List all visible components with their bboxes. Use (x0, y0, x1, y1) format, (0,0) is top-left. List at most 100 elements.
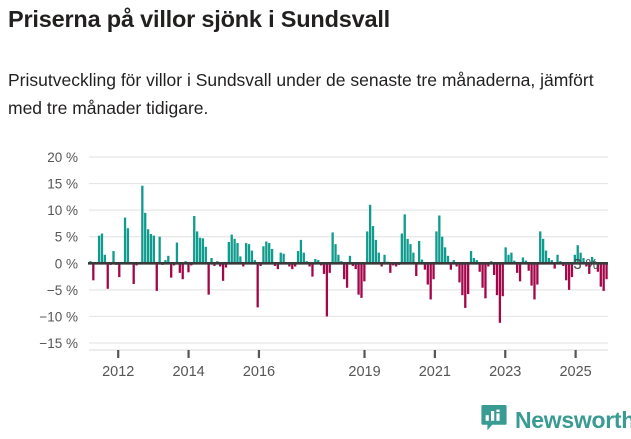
bar (377, 252, 380, 264)
bar (357, 263, 360, 295)
bar (345, 263, 349, 288)
bar (487, 263, 490, 267)
y-axis-tick-label: 0 % (55, 256, 78, 271)
bar (282, 253, 285, 264)
bar (380, 263, 383, 267)
bar (343, 263, 346, 280)
bar (152, 235, 156, 264)
bar (296, 251, 300, 264)
bar (314, 259, 317, 264)
bar (233, 238, 236, 264)
bar (547, 257, 551, 264)
x-axis-tick-label: 2016 (243, 364, 275, 380)
bar (429, 263, 432, 300)
bar (92, 263, 95, 281)
bar (236, 243, 239, 264)
bar (544, 250, 548, 264)
bar (475, 260, 478, 264)
bar (602, 263, 605, 291)
bar (501, 263, 504, 297)
bar (270, 248, 274, 264)
bar (452, 260, 455, 264)
bar (458, 263, 461, 283)
bar (170, 263, 173, 278)
bar (461, 263, 464, 296)
bar (244, 243, 248, 264)
bar (360, 263, 363, 298)
x-axis-tick-label: 2019 (348, 364, 380, 380)
bar (167, 255, 170, 264)
bar (596, 263, 600, 272)
bar (242, 263, 245, 267)
bar (112, 251, 115, 264)
bar (541, 238, 545, 264)
bar (322, 263, 326, 274)
bar (195, 231, 199, 264)
bar (141, 185, 144, 264)
bar (311, 263, 314, 277)
y-axis-tick-label: 15 % (47, 177, 78, 192)
y-axis-tick-label: 20 % (47, 150, 78, 165)
y-axis-tick-label: −5 % (47, 283, 78, 298)
bar (582, 257, 585, 264)
newsworthy-logo: Newsworthy (481, 404, 631, 436)
bar (213, 263, 216, 266)
x-axis-tick-label: 2012 (102, 364, 134, 380)
y-axis-tick-label: 5 % (55, 230, 78, 245)
bar (518, 263, 522, 282)
bar (123, 217, 127, 264)
bar (446, 255, 450, 264)
bar (536, 263, 539, 285)
chart-container: 20 % 15 % 10 % 5 % 0 % −5 % −10 % −15 % 2012 2014… (0, 145, 631, 395)
bar (409, 244, 412, 264)
bar (579, 252, 582, 264)
bar (158, 236, 161, 264)
bar (239, 256, 242, 264)
bar (417, 240, 421, 264)
bar (259, 263, 262, 266)
x-axis-tick-label: 2014 (172, 364, 204, 380)
bar (426, 263, 429, 285)
bar (455, 263, 458, 267)
bar (585, 263, 588, 267)
bar (527, 263, 530, 271)
bar (521, 257, 525, 264)
last-value-annotation: −3 % (565, 257, 599, 273)
bar (576, 245, 579, 264)
bar (383, 254, 386, 264)
bar (467, 263, 470, 295)
bar (472, 257, 476, 264)
bar-chart: 20 % 15 % 10 % 5 % 0 % −5 % −10 % −15 % 2012 2014… (39, 150, 608, 380)
bar (294, 263, 297, 267)
bar (250, 250, 254, 264)
bar (253, 260, 256, 264)
bar (588, 263, 591, 274)
bar (210, 257, 213, 264)
bar (348, 255, 352, 264)
bar (366, 231, 369, 264)
bar (337, 254, 340, 264)
bar (204, 246, 207, 264)
bar (533, 263, 536, 300)
bar (469, 251, 473, 264)
bar (97, 235, 101, 264)
bar (368, 204, 372, 264)
bar (562, 263, 565, 266)
bar (420, 259, 424, 264)
bar (317, 260, 320, 264)
bar (103, 254, 107, 264)
bar (481, 263, 484, 288)
bar (492, 263, 496, 275)
bar (178, 263, 181, 273)
bar (510, 252, 513, 264)
bar (441, 236, 444, 264)
bar (276, 263, 280, 270)
bar (118, 263, 121, 278)
bar (187, 263, 190, 273)
y-axis-tick-label: −15 % (39, 336, 78, 351)
bar (328, 263, 331, 273)
bar (513, 260, 516, 264)
page-subtitle: Prisutveckling för villor i Sundsvall un… (8, 70, 594, 118)
bar (570, 263, 574, 278)
